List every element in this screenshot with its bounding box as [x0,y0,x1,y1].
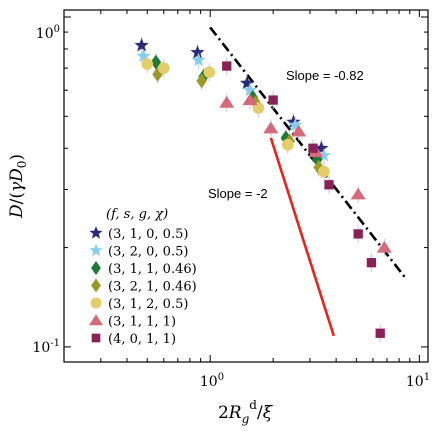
data-point-series-2 [288,117,303,132]
fit-line-slope-082 [209,26,408,281]
legend-title: (f, s, g, χ) [106,207,168,222]
x-axis-label: 2Rgd/ξ [218,398,274,426]
data-point-series-6 [291,124,307,137]
data-point-series-5 [157,62,170,74]
data-point-series-5 [203,66,216,79]
legend-marker-7 [91,333,101,343]
data-point-series-6 [242,93,258,106]
data-point-series-1 [314,140,329,155]
x-tick-label-1: 100 [200,372,224,390]
legend-label-1: (3, 1, 0, 0.5) [108,227,188,242]
data-point-series-7 [268,95,278,105]
data-point-series-6 [376,240,392,253]
data-point-series-7 [366,258,377,268]
data-point-series-2 [242,82,258,97]
slope-annotation-red: Slope = -2 [208,186,268,201]
data-point-series-7 [222,61,232,71]
legend-marker-4 [91,278,101,293]
data-markers [134,37,392,338]
y-tick-label-1: 100 [36,24,60,42]
legend-label-6: (3, 1, 1, 1) [108,315,176,330]
legend-marker-2 [89,243,103,257]
data-point-series-1 [286,114,301,129]
data-point-series-7 [324,180,334,190]
reference-lines [209,26,408,337]
plot-frame [63,9,429,363]
legend-marker-1 [89,226,103,239]
data-point-series-5 [141,58,154,70]
legend-marker-5 [90,297,102,309]
slope-annotation-dashdot: Slope = -0.82 [286,68,364,83]
data-point-series-6 [350,187,366,200]
legend-marker-6 [89,314,103,326]
y-axis-label: D/(γD0) [7,154,29,219]
data-point-series-1 [190,45,205,59]
legend-label-4: (3, 2, 1, 0.46) [108,280,197,295]
data-point-series-6 [219,95,235,108]
data-point-series-6 [263,121,279,134]
data-point-series-1 [134,37,149,52]
legend-label-3: (3, 1, 1, 0.46) [108,262,197,277]
data-point-series-1 [239,75,255,90]
data-point-series-7 [375,328,385,338]
fit-line-slope-2 [269,137,336,337]
data-point-series-7 [353,229,363,239]
legend-marker-3 [91,261,101,275]
data-point-series-4 [196,73,207,89]
data-point-series-2 [191,52,206,67]
data-point-series-2 [316,148,332,162]
y-tick-label-0.1: 10-1 [32,338,60,356]
data-point-series-5 [318,165,330,178]
data-point-series-5 [281,138,294,151]
axis-ticks [63,10,428,363]
legend-label-5: (3, 1, 2, 0.5) [108,297,188,312]
data-point-series-2 [136,48,151,63]
legend: (f, s, g, χ) (3, 1, 0, 0.5) (3, 2, 0, 0.5… [89,207,197,347]
legend-label-7: (4, 0, 1, 1) [108,332,176,347]
data-point-series-7 [308,143,318,153]
x-tick-label-10: 101 [406,372,430,390]
legend-label-2: (3, 2, 0, 0.5) [108,245,188,260]
